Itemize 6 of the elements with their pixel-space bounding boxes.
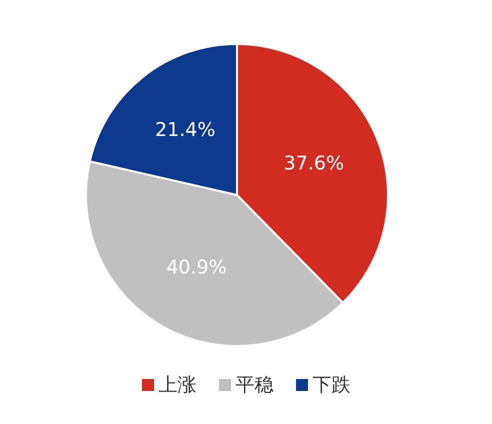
data-label: 40.9% <box>166 256 227 279</box>
legend-label: 下跌 <box>312 373 350 398</box>
legend-label: 平稳 <box>234 373 274 398</box>
data-label: 21.4% <box>155 119 216 142</box>
legend-label: 上涨 <box>158 373 196 398</box>
data-label: 37.6% <box>284 152 344 175</box>
